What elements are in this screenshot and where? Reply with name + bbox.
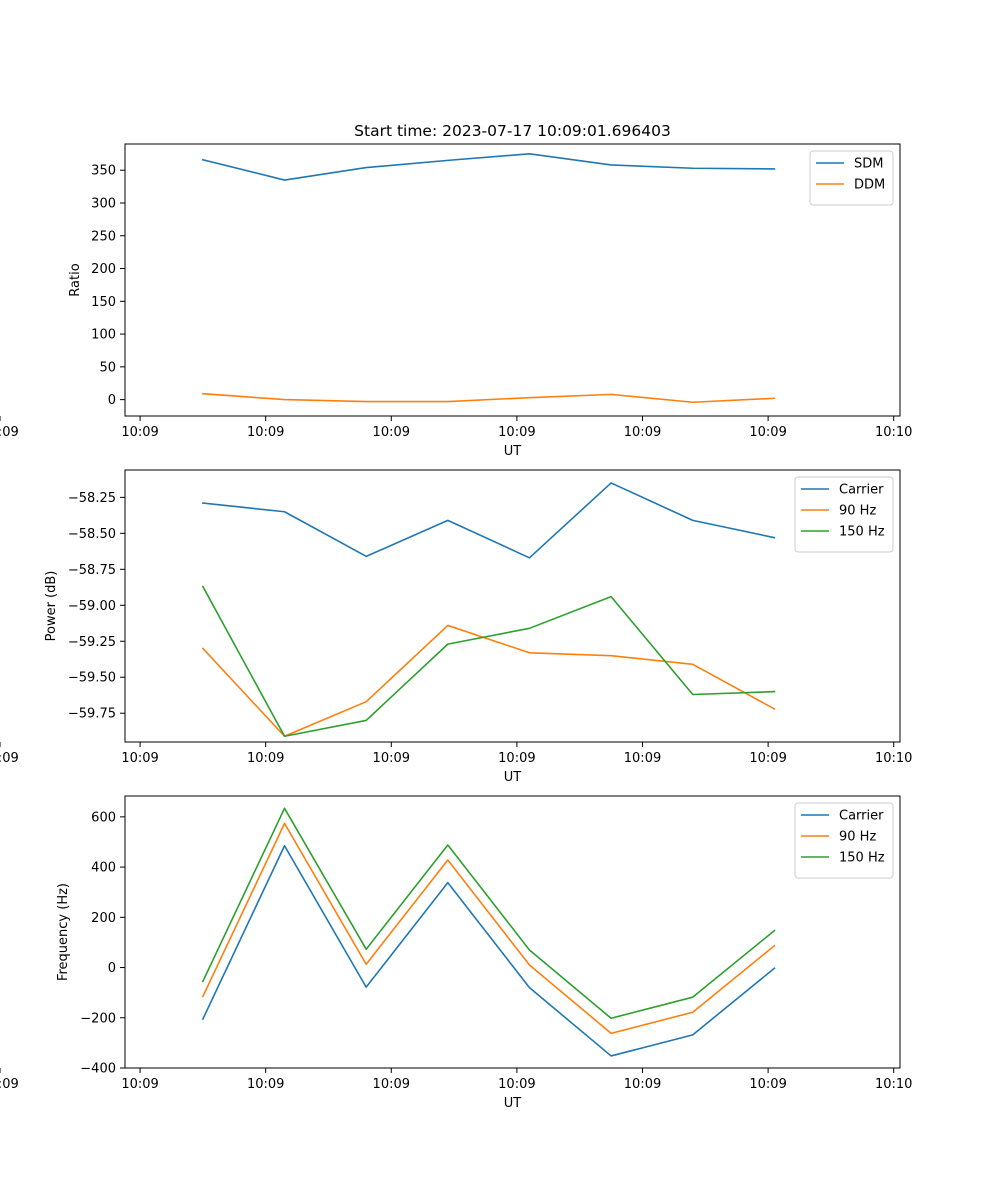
power-y-axis-label: Power (dB) [44, 571, 59, 642]
ratio-x-tick-label: 10:09 [0, 425, 19, 440]
power-y-tick-label: −59.00 [68, 599, 116, 614]
ratio-y-tick-label: 300 [91, 196, 116, 211]
ratio-x-tick-label: 10:09 [749, 425, 786, 440]
ratio-y-tick-label: 200 [91, 262, 116, 277]
ratio-y-tick-label: 100 [91, 328, 116, 343]
frequency-y-axis-label: Frequency (Hz) [56, 883, 71, 981]
power-y-tick-label: −58.75 [68, 563, 116, 578]
power-x-axis-label: UT [504, 770, 522, 785]
frequency-series-150-hz-line [201, 807, 776, 1020]
frequency-legend-label: 90 Hz [839, 830, 876, 845]
power-y-tick-label: −59.75 [68, 707, 116, 722]
power-x-tick-label: 10:09 [121, 751, 158, 766]
ratio-x-tick-label: 10:09 [498, 425, 535, 440]
ratio-axes-frame [124, 143, 901, 417]
ratio-y-tick-label: 250 [91, 229, 116, 244]
power-x-tick-label: 10:10 [875, 751, 912, 766]
frequency-x-tick-label: 10:09 [0, 1077, 19, 1092]
frequency-y-tick-label: −200 [80, 1011, 116, 1026]
ratio-y-axis-label: Ratio [68, 263, 83, 296]
frequency-x-tick-label: 10:09 [749, 1077, 786, 1092]
ratio-y-tick-label: 50 [99, 360, 116, 375]
frequency-x-tick-label: 10:09 [624, 1077, 661, 1092]
frequency-x-tick-label: 10:09 [498, 1077, 535, 1092]
ratio-y-tick-label: 0 [108, 393, 116, 408]
frequency-x-axis-label: UT [504, 1096, 522, 1111]
power-legend-label: 90 Hz [839, 504, 876, 519]
ratio-x-tick-label: 10:10 [875, 425, 912, 440]
frequency-y-tick-label: 0 [108, 961, 116, 976]
frequency-panel: 600 400 200 0 −200 −400 10:09 10:09 10:09 10:09 10… [0, 795, 912, 1111]
frequency-x-tick-label: 10:09 [247, 1077, 284, 1092]
ratio-x-tick-label: 10:09 [373, 425, 410, 440]
ratio-y-tick-label: 150 [91, 295, 116, 310]
frequency-series-90-hz-line [201, 822, 776, 1035]
frequency-x-tick-label: 10:09 [121, 1077, 158, 1092]
ratio-x-axis-label: UT [504, 444, 522, 459]
power-x-tick-label: 10:09 [247, 751, 284, 766]
frequency-axes-frame [124, 795, 901, 1069]
chart-title: Start time: 2023-07-17 10:09:01.696403 [354, 122, 671, 140]
frequency-y-tick-label: 400 [91, 861, 116, 876]
ratio-x-tick-label: 10:09 [624, 425, 661, 440]
ratio-legend-label: DDM [854, 178, 885, 193]
power-y-tick-label: −59.50 [68, 671, 116, 686]
ratio-series-ddm-line [202, 392, 776, 404]
power-x-tick-label: 10:09 [373, 751, 410, 766]
power-y-tick-label: −58.50 [68, 527, 116, 542]
ratio-x-tick-label: 10:09 [247, 425, 284, 440]
power-x-tick-label: 10:09 [498, 751, 535, 766]
power-x-tick-label: 10:09 [0, 751, 19, 766]
power-x-tick-label: 10:09 [749, 751, 786, 766]
ratio-legend-box [809, 150, 894, 206]
power-legend-box [794, 476, 894, 553]
power-series-90-hz-line [201, 624, 776, 738]
frequency-series-carrier-line [201, 844, 776, 1057]
frequency-legend-label: Carrier [839, 809, 884, 824]
power-series-carrier-line [202, 482, 776, 559]
power-x-tick-label: 10:09 [624, 751, 661, 766]
frequency-y-tick-label: 600 [91, 810, 116, 825]
power-axes-frame [124, 469, 901, 743]
power-legend-label: 150 Hz [839, 525, 885, 540]
power-legend-label: Carrier [839, 483, 884, 498]
ratio-legend-label: SDM [854, 157, 883, 172]
power-panel: −58.25 −58.50 −58.75 −59.00 −59.25 −59.50 −59.… [0, 469, 912, 785]
power-series-150-hz-line [201, 585, 776, 738]
frequency-x-tick-label: 10:10 [875, 1077, 912, 1092]
ratio-series-sdm-line [201, 153, 776, 181]
ratio-y-tick-label: 350 [91, 164, 116, 179]
power-y-tick-label: −58.25 [68, 491, 116, 506]
ratio-panel: 0 50 100 150 200 250 300 350 10:09 10:09 10:09 10:0… [0, 143, 912, 459]
frequency-legend-label: 150 Hz [839, 851, 885, 866]
frequency-y-tick-label: 200 [91, 911, 116, 926]
frequency-y-tick-label: −400 [80, 1062, 116, 1077]
frequency-legend-box [794, 802, 894, 879]
power-y-tick-label: −59.25 [68, 635, 116, 650]
ratio-x-tick-label: 10:09 [121, 425, 158, 440]
frequency-x-tick-label: 10:09 [373, 1077, 410, 1092]
